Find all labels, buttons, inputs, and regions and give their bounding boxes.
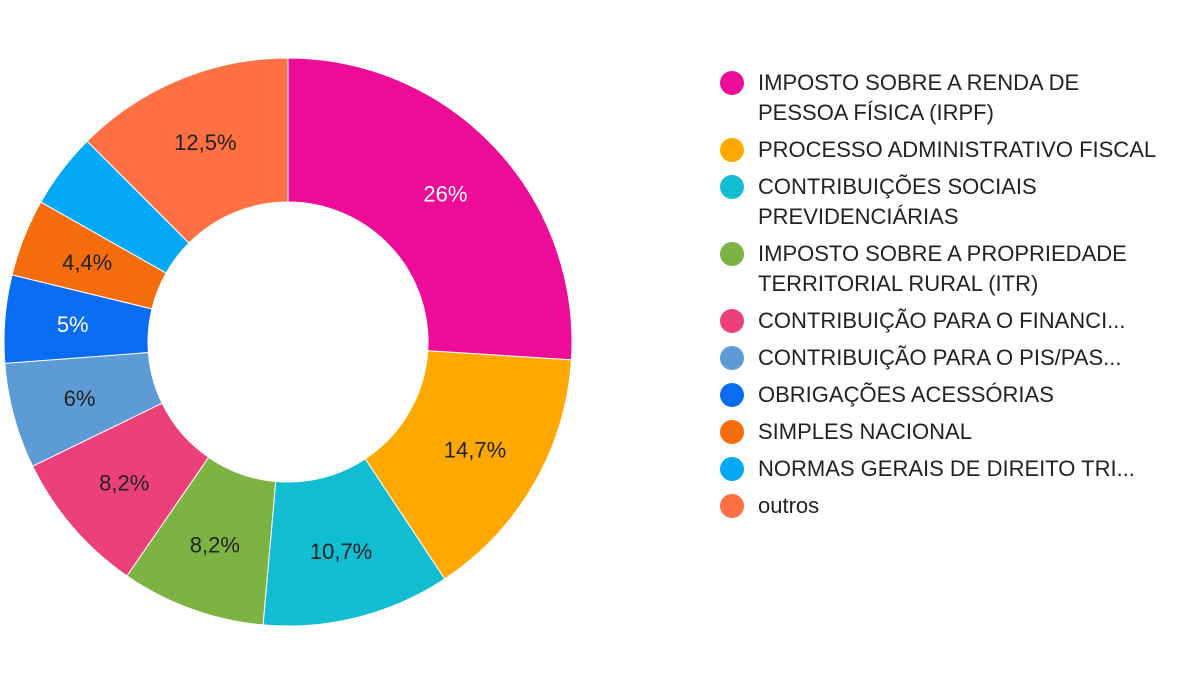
legend-item[interactable]: SIMPLES NACIONAL <box>720 417 1190 447</box>
donut-slice[interactable] <box>364 350 572 580</box>
legend-swatch-icon <box>720 457 744 481</box>
donut-svg: 26% 14,7% 10,7% 8,2% 8,2% 6% 5% 4,4% 12,5% <box>3 57 573 627</box>
legend-swatch-icon <box>720 138 744 162</box>
legend-label: outros <box>758 493 820 518</box>
legend-label: IMPOSTO SOBRE A RENDA DE PESSOA FÍSICA (… <box>758 70 1080 125</box>
slice-value-label: 5% <box>57 312 89 337</box>
legend-label: CONTRIBUIÇÃO PARA O FINANCI... <box>758 308 1126 333</box>
chart-legend: IMPOSTO SOBRE A RENDA DE PESSOA FÍSICA (… <box>720 68 1190 528</box>
donut-slice[interactable] <box>86 57 289 244</box>
legend-swatch-icon <box>720 494 744 518</box>
legend-swatch-icon <box>720 242 744 266</box>
slice-value-label: 6% <box>64 386 96 411</box>
legend-swatch-icon <box>720 309 744 333</box>
donut-slice[interactable] <box>287 57 573 361</box>
slice-value-label: 26% <box>423 182 467 207</box>
slice-value-label: 8,2% <box>99 470 149 495</box>
legend-label: OBRIGAÇÕES ACESSÓRIAS <box>758 382 1054 407</box>
legend-item[interactable]: PROCESSO ADMINISTRATIVO FISCAL <box>720 135 1190 165</box>
legend-item[interactable]: OBRIGAÇÕES ACESSÓRIAS <box>720 380 1190 410</box>
slice-value-label: 4,4% <box>62 250 112 275</box>
legend-item[interactable]: IMPOSTO SOBRE A RENDA DE PESSOA FÍSICA (… <box>720 68 1190 128</box>
legend-label: IMPOSTO SOBRE A PROPRIEDADE TERRITORIAL … <box>758 241 1127 296</box>
legend-item[interactable]: NORMAS GERAIS DE DIREITO TRI... <box>720 454 1190 484</box>
legend-label: CONTRIBUIÇÕES SOCIAIS PREVIDENCIÁRIAS <box>758 174 1037 229</box>
legend-swatch-icon <box>720 383 744 407</box>
legend-swatch-icon <box>720 420 744 444</box>
slice-value-label: 10,7% <box>310 539 372 564</box>
legend-item[interactable]: outros <box>720 491 1190 521</box>
slice-value-label: 8,2% <box>190 533 240 558</box>
legend-swatch-icon <box>720 71 744 95</box>
legend-label: NORMAS GERAIS DE DIREITO TRI... <box>758 456 1135 481</box>
legend-item[interactable]: IMPOSTO SOBRE A PROPRIEDADE TERRITORIAL … <box>720 239 1190 299</box>
legend-item[interactable]: CONTRIBUIÇÕES SOCIAIS PREVIDENCIÁRIAS <box>720 172 1190 232</box>
legend-label: CONTRIBUIÇÃO PARA O PIS/PAS... <box>758 345 1122 370</box>
slice-value-label: 14,7% <box>444 438 506 463</box>
legend-item[interactable]: CONTRIBUIÇÃO PARA O PIS/PAS... <box>720 343 1190 373</box>
legend-label: PROCESSO ADMINISTRATIVO FISCAL <box>758 137 1157 162</box>
slice-value-label: 12,5% <box>174 130 236 155</box>
legend-swatch-icon <box>720 175 744 199</box>
legend-label: SIMPLES NACIONAL <box>758 419 972 444</box>
legend-swatch-icon <box>720 346 744 370</box>
legend-item[interactable]: CONTRIBUIÇÃO PARA O FINANCI... <box>720 306 1190 336</box>
